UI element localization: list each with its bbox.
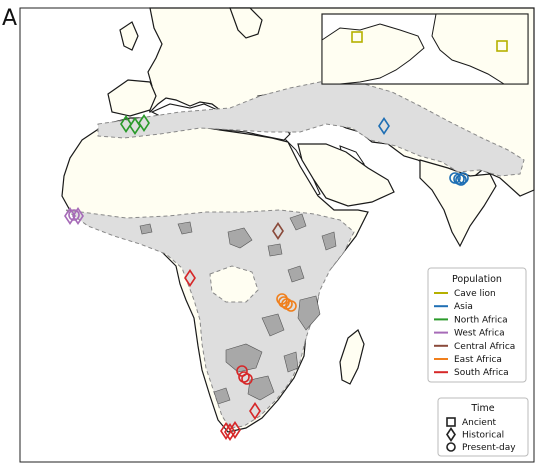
- india-land: [419, 159, 497, 248]
- legend-label: North Africa: [454, 315, 508, 325]
- habitat-patch: [297, 295, 321, 331]
- habitat-patch: [139, 223, 153, 235]
- legend-label: Asia: [454, 302, 473, 312]
- population-legend-title: Population: [452, 274, 502, 285]
- legend-label: Present-day: [462, 443, 516, 453]
- habitat-patch: [177, 221, 193, 235]
- time-legend: Time Ancient Historical Present-day: [437, 397, 529, 457]
- habitat-patch: [213, 387, 231, 405]
- range-gap: [209, 265, 259, 303]
- population-legend-box: [427, 267, 527, 383]
- inset-land-asia: [321, 23, 425, 85]
- marker-north-africa-diamond: [129, 117, 141, 135]
- habitat-patch: [225, 343, 263, 373]
- legend-label: West Africa: [454, 329, 505, 339]
- inset-map: [321, 13, 529, 85]
- arabia-land: [297, 143, 395, 207]
- habitat-patch: [247, 375, 275, 401]
- population-legend: Population Cave lion Asia North Africa West…: [427, 267, 527, 383]
- marker-west-africa-diamond: [64, 207, 76, 225]
- marker-south-africa-circle: [238, 371, 250, 383]
- britain-land: [119, 21, 139, 51]
- marker-south-africa-diamond: [249, 402, 261, 420]
- marker-asia-circle: [455, 174, 467, 186]
- marker-asia-diamond: [378, 117, 390, 135]
- marker-north-africa-diamond: [138, 114, 150, 132]
- habitat-patch: [267, 243, 283, 257]
- marker-south-africa-circle: [236, 365, 248, 377]
- marker-west-africa-circle: [68, 209, 80, 221]
- marker-asia-circle: [457, 172, 469, 184]
- range-africa: [65, 209, 355, 429]
- habitat-patch: [261, 313, 285, 337]
- range-eurasia: [97, 79, 525, 177]
- marker-west-africa-diamond: [72, 207, 84, 225]
- marker-east-africa-circle: [278, 296, 290, 308]
- marker-south-africa-diamond: [220, 422, 232, 440]
- marker-central-africa-diamond: [272, 222, 284, 240]
- legend-label: Historical: [462, 431, 504, 441]
- habitat-patch: [283, 351, 299, 373]
- time-legend-title: Time: [470, 403, 494, 414]
- legend-diamond-icon: [446, 427, 456, 442]
- legend-label: Ancient: [462, 418, 497, 428]
- legend-circle-icon: [446, 442, 456, 452]
- madagascar-land: [339, 329, 365, 385]
- time-legend-box: [437, 397, 529, 457]
- habitat-patch: [287, 265, 305, 283]
- scandinavia-land: [229, 7, 263, 39]
- legend-label: Cave lion: [454, 289, 496, 299]
- panel-label: A: [2, 6, 18, 31]
- marker-cave-lion-square: [496, 40, 508, 52]
- habitat-patches: [139, 213, 337, 405]
- marker-south-africa-diamond: [224, 423, 236, 441]
- marker-cave-lion-square: [351, 31, 363, 43]
- iberia-land: [107, 79, 157, 117]
- population-markers: [64, 31, 508, 441]
- habitat-patch: [321, 231, 337, 251]
- marker-north-africa-diamond: [120, 115, 132, 133]
- legend-label: East Africa: [454, 355, 502, 365]
- legend-label: South Africa: [454, 368, 509, 378]
- legend-square-icon: [446, 417, 456, 427]
- habitat-patch: [227, 227, 253, 249]
- marker-south-africa-diamond: [184, 269, 196, 287]
- habitat-patch: [289, 213, 307, 231]
- inset-land-america: [431, 13, 529, 85]
- legend-label: Central Africa: [454, 342, 515, 352]
